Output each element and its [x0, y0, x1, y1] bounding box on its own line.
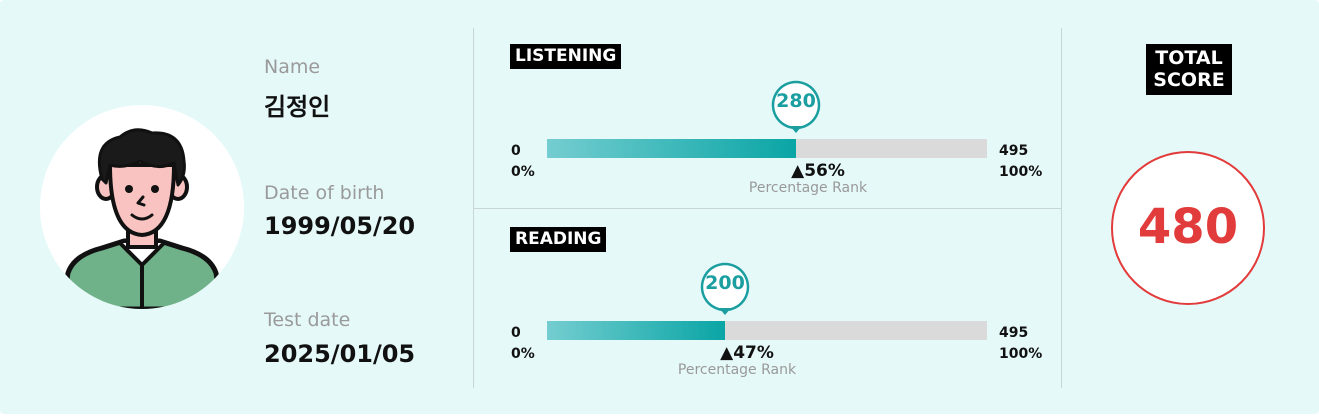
score-pin-icon	[771, 80, 821, 133]
listening-score: 280	[776, 90, 816, 112]
listening-min-pct: 0%	[511, 164, 535, 180]
reading-title: READING	[510, 227, 607, 252]
total-title-line2: SCORE	[1153, 69, 1225, 91]
reading-bar-fill	[547, 321, 725, 340]
listening-rank-label: Percentage Rank	[748, 180, 868, 196]
score-pin-icon	[700, 262, 750, 315]
name-value: 김정인	[264, 93, 331, 121]
divider-right	[1061, 28, 1062, 388]
listening-min: 0	[511, 143, 521, 159]
listening-rank: ▲56%	[791, 161, 845, 181]
test-date-value: 2025/01/05	[264, 340, 416, 368]
listening-bar-fill	[547, 139, 796, 158]
avatar	[40, 105, 244, 309]
total-title-line1: TOTAL	[1155, 47, 1223, 69]
listening-score-pin: 280	[770, 80, 822, 138]
reading-min: 0	[511, 325, 521, 341]
dob-label: Date of birth	[264, 182, 385, 204]
dob-value: 1999/05/20	[264, 212, 416, 240]
listening-max-pct: 100%	[999, 164, 1043, 180]
test-date-label: Test date	[264, 309, 351, 331]
divider-middle	[473, 208, 1061, 209]
reading-rank: ▲47%	[720, 343, 774, 363]
total-score-value: 480	[1137, 199, 1239, 255]
reading-score-pin: 200	[699, 262, 751, 320]
total-score-circle: 480	[1111, 151, 1265, 305]
total-score-title: TOTAL SCORE	[1146, 44, 1232, 95]
listening-title: LISTENING	[510, 44, 622, 69]
name-label: Name	[264, 56, 321, 78]
listening-max: 495	[999, 143, 1029, 159]
person-avatar-icon	[59, 128, 225, 309]
listening-bar-track	[547, 139, 987, 158]
reading-max: 495	[999, 325, 1029, 341]
reading-rank-label: Percentage Rank	[677, 362, 797, 378]
reading-max-pct: 100%	[999, 346, 1043, 362]
reading-score: 200	[705, 272, 745, 294]
reading-bar-track	[547, 321, 987, 340]
reading-min-pct: 0%	[511, 346, 535, 362]
